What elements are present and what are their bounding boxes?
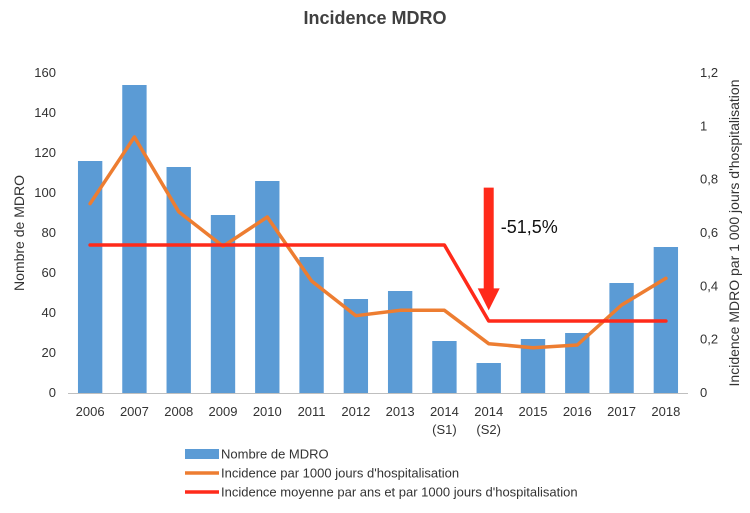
bar [77,161,103,393]
x-tick-label: 2010 [253,404,282,419]
right-tick-label: 0 [700,385,707,400]
left-tick-label: 20 [42,345,56,360]
bar-series [77,85,679,393]
bar [299,257,324,393]
x-tick-label: 2016 [563,404,592,419]
left-axis-title: Nombre de MDRO [11,175,27,291]
annotation: -51,5% [477,187,558,311]
x-tick-label: 2012 [341,404,370,419]
right-axis-title: Incidence MDRO par 1 000 jours d'hospita… [726,80,742,387]
mean-incidence-line [88,243,668,323]
x-tick-label: 2007 [120,404,149,419]
bar [387,291,413,393]
x-tick-label: (S1) [432,422,457,437]
legend: Nombre de MDRO Incidence par 1000 jours d… [185,447,578,500]
bar [255,181,280,393]
bar [122,85,147,393]
right-tick-label: 0,6 [700,225,718,240]
left-tick-label: 60 [42,265,56,280]
line-series [88,135,668,350]
decrease-arrow [477,187,500,311]
left-tick-label: 120 [34,145,56,160]
x-tick-label: 2011 [298,404,326,419]
x-tick-label: (S2) [476,422,501,437]
right-tick-label: 0,8 [700,172,718,187]
x-tick-label: 2015 [519,404,548,419]
x-tick-label: 2013 [386,404,415,419]
chart-title: Incidence MDRO [303,8,446,28]
right-tick-label: 1,2 [700,65,718,80]
right-tick-label: 0,2 [700,332,718,347]
legend-label: Incidence par 1000 jours d'hospitalisati… [221,466,459,481]
bar [565,333,590,393]
left-tick-label: 100 [34,185,56,200]
bar [476,363,501,393]
x-tick-label: 2014 [430,404,459,419]
left-tick-label: 80 [42,225,56,240]
incidence-line [88,135,668,350]
x-tick-label: 2017 [607,404,636,419]
right-tick-label: 1 [700,118,707,133]
legend-label: Nombre de MDRO [221,447,329,462]
x-axis-ticks: 2006 2007 2008 2009 2010 2011 2012 2013 2014 (S1)… [76,404,681,437]
left-tick-label: 40 [42,305,56,320]
legend-swatch [185,449,219,459]
left-tick-label: 0 [49,385,56,400]
x-tick-label: 2018 [651,404,680,419]
bar [432,341,457,393]
x-tick-label: 2006 [76,404,105,419]
left-axis-ticks: 0 20 40 60 80 100 120 140 160 [34,65,56,400]
x-tick-label: 2008 [164,404,193,419]
left-tick-label: 140 [34,105,56,120]
x-tick-label: 2014 [474,404,503,419]
right-axis-ticks: 0 0,2 0,4 0,6 0,8 1 1,2 [700,65,718,400]
bar [166,167,191,393]
left-tick-label: 160 [34,65,56,80]
legend-label: Incidence moyenne par ans et par 1000 jo… [221,485,578,500]
x-tick-label: 2009 [209,404,238,419]
annotation-text: -51,5% [501,217,558,237]
right-tick-label: 0,4 [700,278,718,293]
